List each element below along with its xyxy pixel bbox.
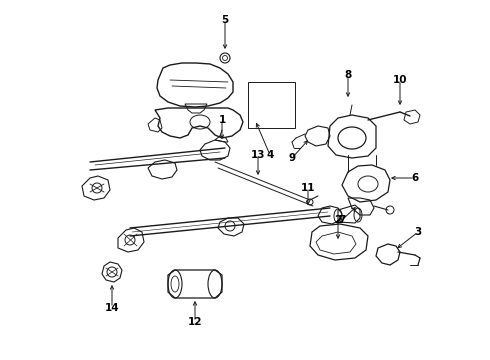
Text: 4: 4 <box>266 150 274 160</box>
Text: 10: 10 <box>393 75 407 85</box>
Text: 3: 3 <box>415 227 421 237</box>
Text: 13: 13 <box>251 150 265 160</box>
Text: 2: 2 <box>334 215 342 225</box>
Text: 8: 8 <box>344 70 352 80</box>
Text: 6: 6 <box>412 173 418 183</box>
Text: 7: 7 <box>338 215 345 225</box>
Text: 12: 12 <box>188 317 202 327</box>
Text: 14: 14 <box>105 303 119 313</box>
Text: 1: 1 <box>219 115 225 125</box>
Text: 5: 5 <box>221 15 229 25</box>
Text: 11: 11 <box>301 183 315 193</box>
Text: 9: 9 <box>289 153 295 163</box>
